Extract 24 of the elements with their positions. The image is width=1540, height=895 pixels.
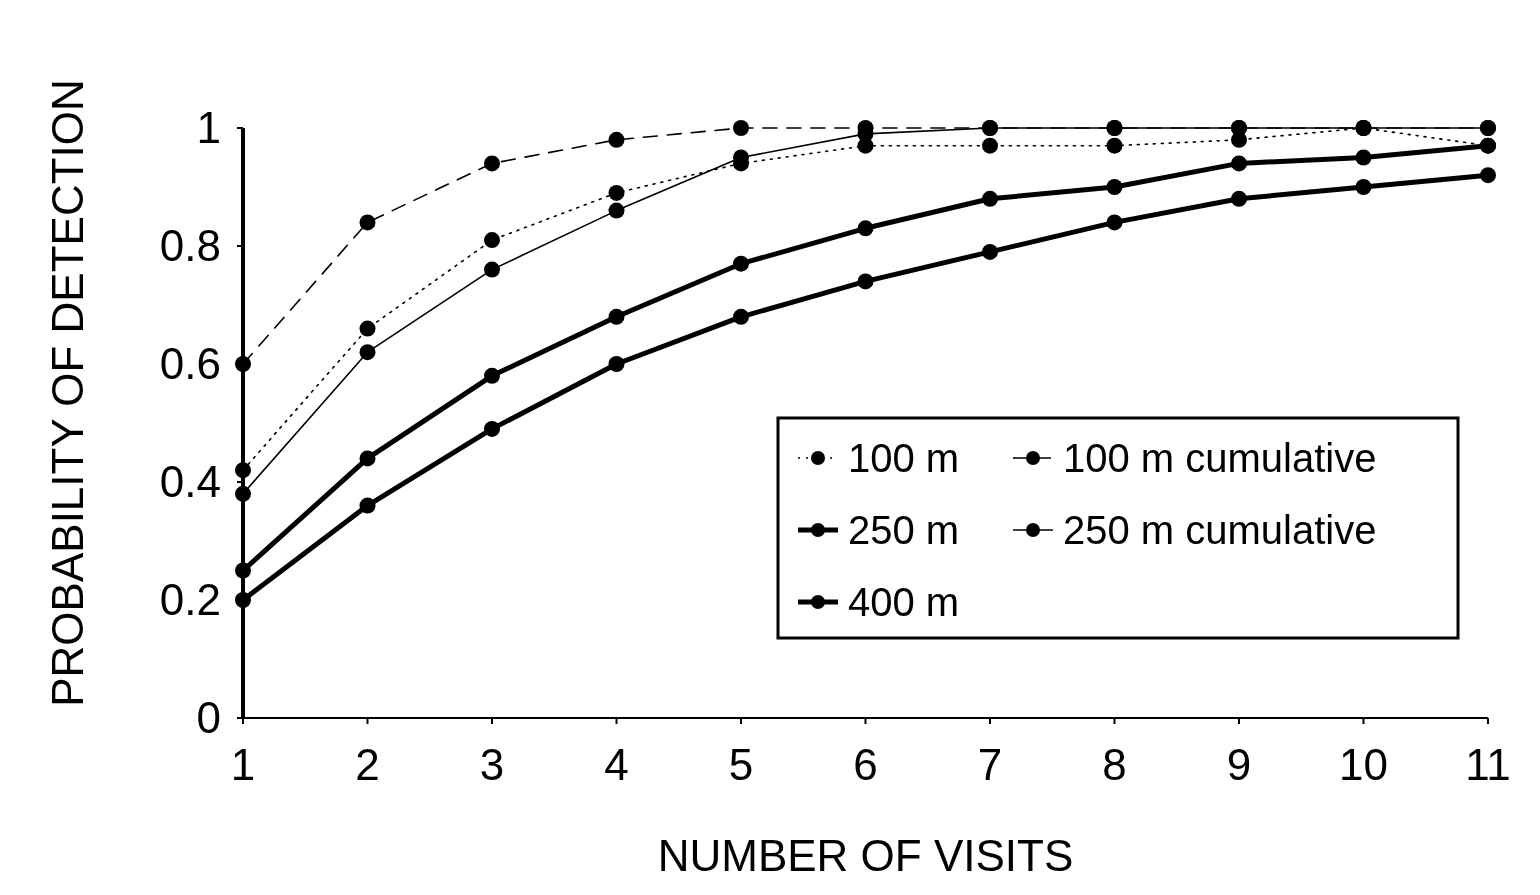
legend-label: 250 m <box>848 508 960 552</box>
x-tick-label: 4 <box>604 740 629 789</box>
y-tick-label: 0.2 <box>159 575 221 625</box>
x-tick-label: 2 <box>355 740 380 789</box>
x-tick-label: 9 <box>1226 740 1252 789</box>
x-tick-label: 7 <box>977 740 1003 789</box>
y-tick-label: 0.6 <box>159 339 221 389</box>
x-tick-label: 8 <box>1102 740 1127 789</box>
y-tick-label: 1 <box>196 103 221 153</box>
legend-label: 400 m <box>848 580 960 624</box>
legend-label: 250 m cumulative <box>1063 508 1377 552</box>
y-tick-label: 0 <box>196 693 221 743</box>
x-tick-label: 5 <box>728 740 754 789</box>
x-tick-label: 10 <box>1339 740 1388 789</box>
x-tick-label: 11 <box>1465 740 1511 789</box>
x-tick-label: 6 <box>853 740 878 789</box>
legend-label: 100 m <box>848 436 960 480</box>
x-tick-label: 1 <box>230 740 256 789</box>
x-axis-title: NUMBER OF VISITS <box>657 831 1074 880</box>
y-axis-title: PROBABILITY OF DETECTION <box>43 79 92 707</box>
x-tick-label: 3 <box>479 740 505 789</box>
y-tick-label: 0.8 <box>159 221 221 271</box>
y-tick-label: 0.4 <box>159 457 221 507</box>
legend-label: 100 m cumulative <box>1063 436 1377 480</box>
